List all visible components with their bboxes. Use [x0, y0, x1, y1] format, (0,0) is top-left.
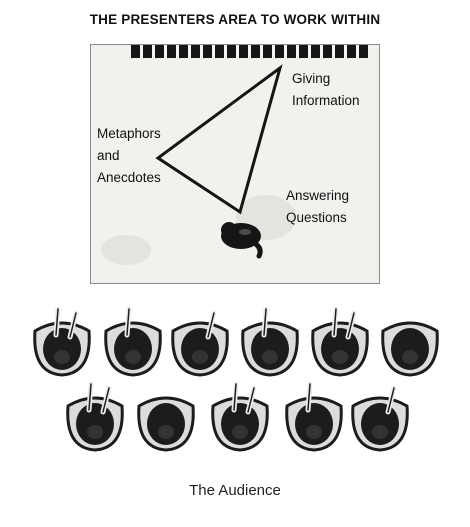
audience-seat-icon [241, 306, 299, 377]
presenter-figure-icon [221, 222, 263, 259]
audience-caption: The Audience [189, 482, 281, 499]
audience-seat-icon [33, 306, 91, 377]
stage-edge-band [131, 45, 369, 58]
audience-seat-icon [66, 381, 124, 452]
audience-seat-icon [171, 310, 229, 377]
audience-seat-icon [137, 396, 195, 452]
metaphors-anecdotes-label: Metaphors and Anecdotes [97, 123, 161, 189]
metaphors-line-2: and [97, 148, 120, 163]
figure-title: THE PRESENTERS AREA TO WORK WITHIN [89, 12, 381, 27]
giving-information-label: Giving Information [292, 68, 360, 112]
audience-seat-icon [104, 306, 162, 377]
audience-seat-icon [311, 306, 369, 377]
audience-seat-icon [351, 385, 409, 452]
answering-line-2: Questions [286, 210, 347, 225]
giving-line-2: Information [292, 93, 360, 108]
metaphors-line-3: Anecdotes [97, 170, 161, 185]
audience-seat-icon [381, 321, 439, 377]
answering-line-1: Answering [286, 188, 350, 203]
audience-seat-icon [285, 381, 343, 452]
answering-questions-label: Answering Questions [286, 185, 349, 229]
presenter-area [90, 44, 380, 284]
background-smudge [101, 235, 151, 265]
audience-seat-icon [211, 381, 269, 452]
triangle-outline [155, 64, 283, 215]
giving-line-1: Giving [292, 71, 331, 86]
metaphors-line-1: Metaphors [97, 126, 161, 141]
